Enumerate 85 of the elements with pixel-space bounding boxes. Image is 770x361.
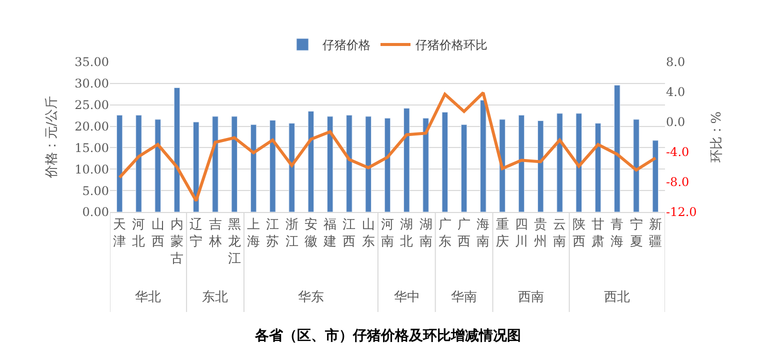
bar [404,108,410,212]
bar [614,84,620,212]
x-tick-label: 陕西 [572,218,586,250]
x-tick-label: 湖北 [400,218,414,250]
bar [136,114,142,212]
y2-tick-label: -8.0 [666,175,690,190]
bar [499,119,506,212]
bar [308,111,314,212]
x-tick-label: 上海 [247,218,260,250]
bar [231,116,238,212]
x-tick-label: 湖南 [419,218,432,250]
x-tick-label: 辽宁 [190,218,203,250]
x-tick-label: 广西 [458,218,471,250]
bar [288,123,295,212]
y2-axis-title: 环比：% [709,111,724,163]
x-tick-label: 安徽 [304,216,318,250]
y2-tick-label: -12.0 [666,205,697,220]
x-tick-label: 新疆 [648,218,662,250]
text: 华北 [135,290,161,305]
x-tick-label: 重庆 [496,218,509,250]
x-tick-label: 广东 [438,218,452,250]
x-tick-label: 山西 [151,218,164,250]
y2-tick-label: 8.0 [666,55,686,70]
y2-tick-label: -4.0 [666,145,690,160]
bar [537,120,544,212]
y2-tick-label: 0.0 [666,115,686,130]
x-tick-label: 山东 [362,218,375,250]
x-tick-label: 福建 [322,218,337,250]
bar [442,112,448,212]
y2-tick-label: 4.0 [666,85,686,100]
x-tick-label: 江苏 [266,218,280,250]
legend-label: 仔猪价格 [322,38,370,52]
bar [633,119,640,212]
bar [365,116,372,212]
x-tick-label: 天津 [113,218,126,250]
y-axis-title: 价格：元/公斤 [44,96,60,180]
x-tick-label: 甘肃 [592,218,605,250]
x-tick-label: 河南 [381,218,394,250]
x-tick-label: 内蒙古 [170,218,184,266]
y-tick-label: 20.00 [74,119,109,134]
x-tick-label: 浙江 [285,218,298,250]
line-series [118,91,657,202]
x-tick-label: 海南 [476,218,490,250]
bar [460,124,468,212]
bar [652,140,659,212]
bar [518,114,525,212]
bar [116,114,123,212]
legend-label: 仔猪价格环比 [416,38,488,52]
x-tick-label: 贵州 [534,218,548,250]
bar [422,118,429,212]
bar [174,87,180,212]
bar [326,116,334,212]
y-tick-label: 10.00 [74,162,109,176]
text: 西南 [518,290,544,305]
bar [556,113,563,212]
x-tick-label: 河北 [132,218,146,250]
text: 西北 [604,290,630,305]
bar [480,100,486,212]
text: 各省（区、市）仔猪价格及环比增减情况图 [254,327,521,344]
bar [154,119,161,212]
text: 华南 [451,290,477,305]
x-tick-label: 云南 [553,218,566,250]
bar [576,113,582,212]
y-tick-label: 5.00 [82,184,109,198]
bar [594,123,602,212]
x-tick-label: 吉林 [208,218,222,250]
x-tick-label: 江西 [342,218,356,250]
y-tick-label: 0.00 [82,205,109,220]
bar [270,120,276,212]
text: 东北 [202,290,228,305]
y-tick-label: 35.00 [74,55,109,70]
bar [384,118,391,212]
bar [212,116,218,212]
x-tick-label: 黑龙江 [228,218,241,266]
bar [193,122,200,212]
text: 华东 [298,290,324,305]
text: 华中 [394,290,420,305]
y-tick-label: 30.00 [74,76,109,91]
bar [346,114,352,212]
bar [250,124,257,212]
x-tick-label: 四川 [514,218,528,250]
x-tick-label: 青海 [610,218,624,250]
y-tick-label: 25.00 [74,98,109,112]
x-tick-label: 宁夏 [630,216,643,250]
y-tick-label: 15.00 [74,140,109,155]
